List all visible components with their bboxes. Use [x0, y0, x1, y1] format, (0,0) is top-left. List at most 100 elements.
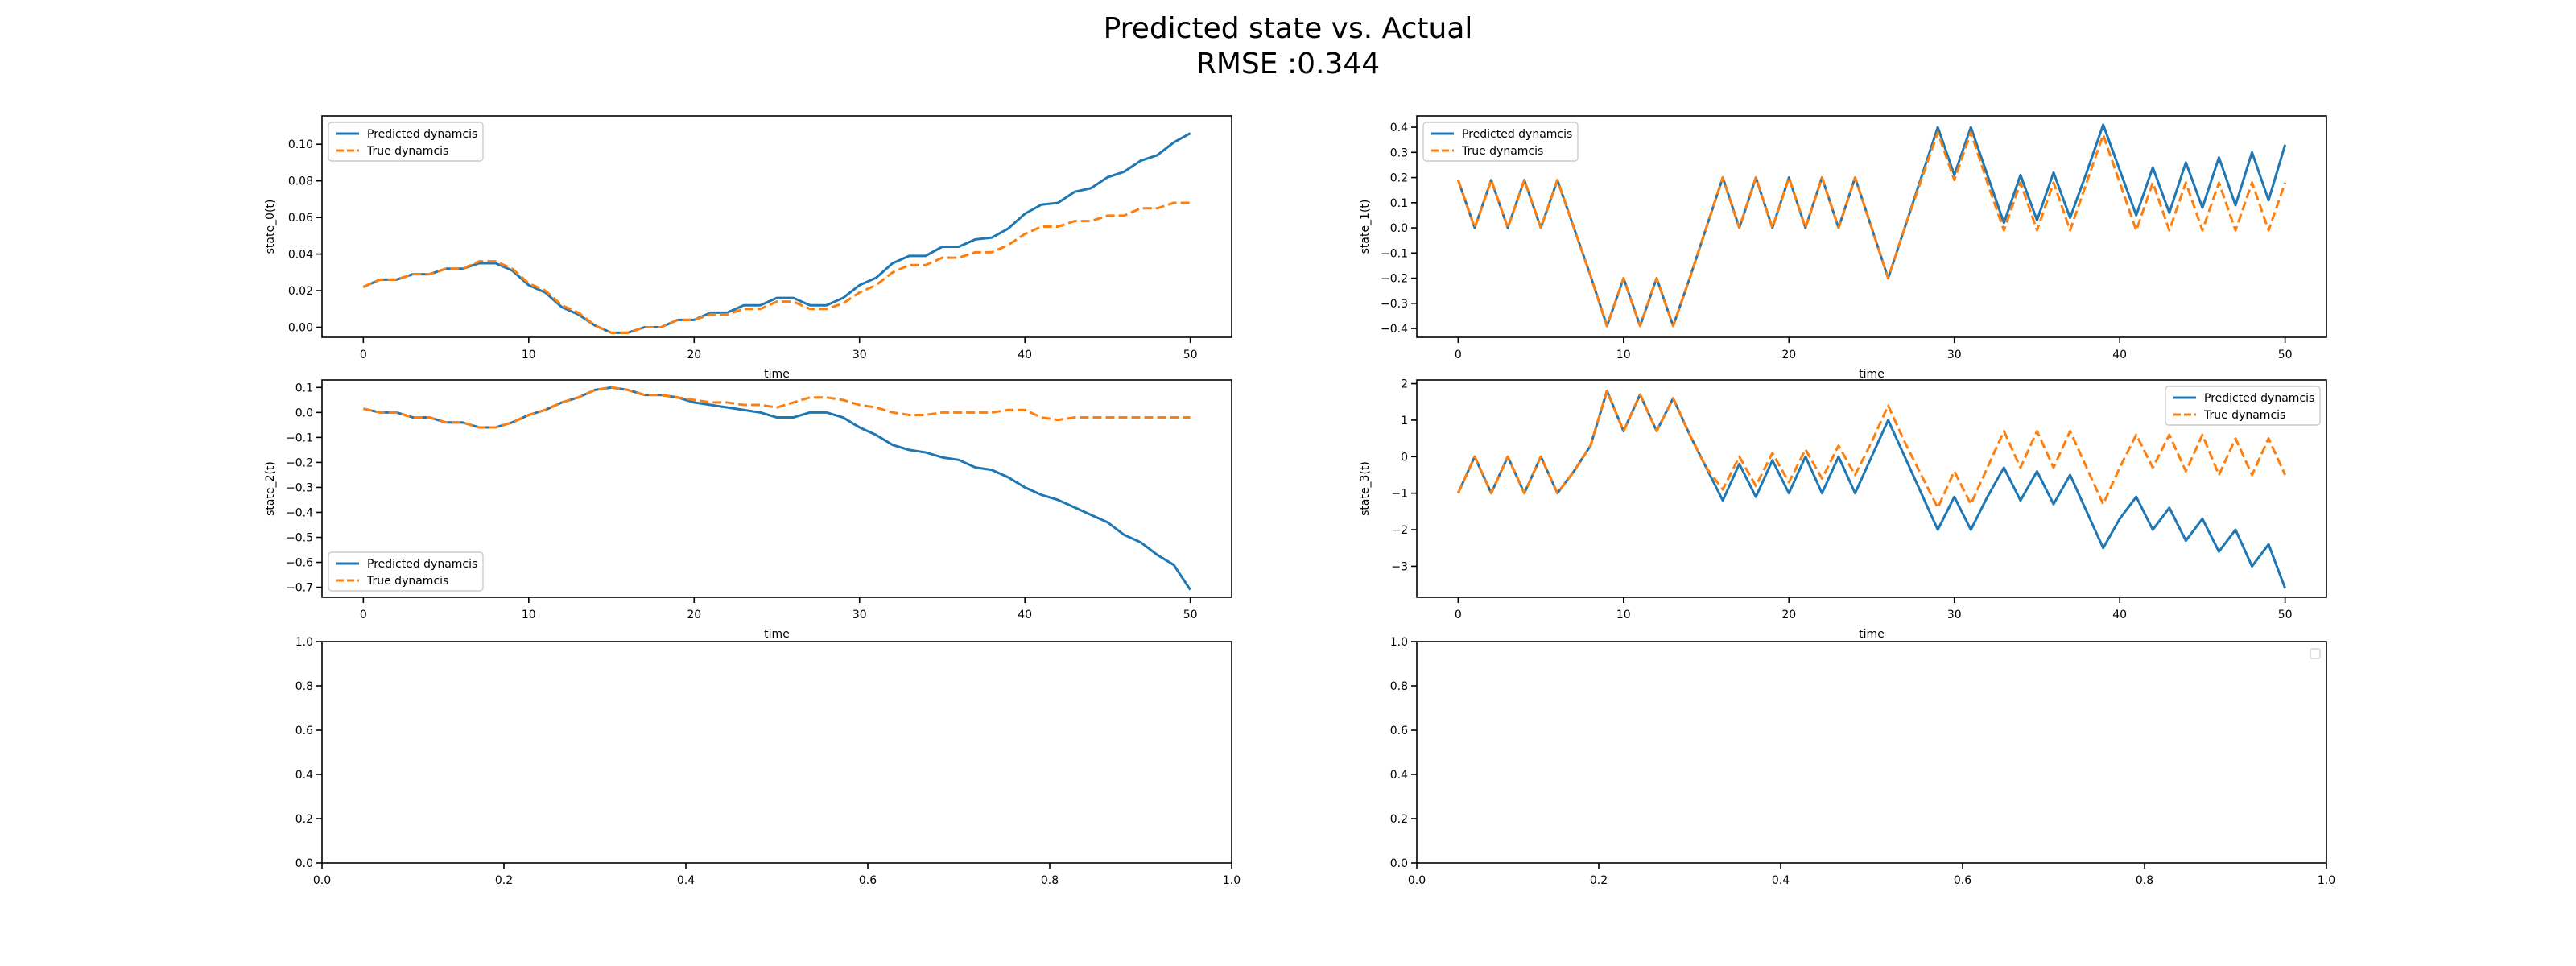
legend-label-true: True dynamcis: [2203, 409, 2285, 422]
x-tick-label: 0.0: [313, 874, 331, 887]
y-tick-label: −0.2: [286, 456, 313, 469]
x-tick-label: 10: [1616, 609, 1631, 621]
y-tick-label: 0.04: [288, 249, 313, 262]
axes-frame: [1416, 379, 2327, 598]
figure-title-line1: Predicted state vs. Actual: [1103, 12, 1473, 45]
y-tick-label: 0.8: [295, 680, 313, 693]
chart-panel-middle-right: 0 10 20 30 40 50 −3 −2 −1 0 1 2 time state_3(t) Predic…: [1359, 378, 2327, 641]
y-tick-label: 0.1: [295, 382, 313, 394]
legend-frame: [1422, 122, 1579, 162]
x-tick-label: 40: [1018, 349, 1032, 361]
x-tick-label: 0: [360, 349, 367, 361]
axes-frame: [321, 379, 1232, 598]
y-tick-label: −0.3: [1381, 298, 1408, 311]
x-tick-label: 40: [2112, 609, 2127, 621]
x-tick-label: 0.0: [1408, 874, 1426, 887]
x-axis-label: time: [764, 628, 790, 641]
y-tick-label: −0.1: [1381, 247, 1408, 260]
x-axis-label: time: [1859, 628, 1885, 641]
y-tick-label: 0.0: [1390, 222, 1408, 235]
x-tick-label: 1.0: [1223, 874, 1241, 887]
x-tick-label: 0.2: [495, 874, 513, 887]
y-tick-label: 2: [1401, 378, 1408, 391]
x-tick-label: 0: [1455, 349, 1462, 361]
y-tick-label: 1.0: [1390, 636, 1408, 649]
y-tick-label: 0.4: [1390, 769, 1408, 782]
y-tick-label: 0.00: [288, 322, 313, 335]
y-tick-label: 0.2: [1390, 172, 1408, 185]
chart-panel-top-right: 0 10 20 30 40 50 −0.4 −0.3 −0.2 −0.1 0.0 0.1 0.2 0.3 0…: [1359, 115, 2327, 381]
legend-label-true: True dynamcis: [366, 575, 448, 588]
axes-frame: [1416, 641, 2327, 864]
x-tick-label: 10: [1616, 349, 1631, 361]
x-tick-label: 0.6: [859, 874, 877, 887]
y-tick-label: −0.4: [286, 506, 313, 519]
y-tick-label: −0.3: [286, 481, 313, 494]
x-tick-label: 50: [2278, 349, 2293, 361]
legend-frame: [328, 122, 484, 162]
series-line-true: [1456, 390, 2287, 510]
legend-label-true: True dynamcis: [366, 145, 448, 158]
x-axis-label: time: [764, 368, 790, 381]
y-tick-label: 0.0: [295, 857, 313, 870]
y-tick-label: −0.7: [286, 582, 313, 595]
y-tick-label: −0.2: [1381, 273, 1408, 286]
y-tick-label: −0.6: [286, 557, 313, 570]
chart-panel-bottom-left: 0.0 0.2 0.4 0.6 0.8 1.0 0.0 0.2 0.4 0.6 0.8 1.0: [295, 636, 1241, 887]
x-tick-label: 10: [522, 349, 536, 361]
x-tick-label: 30: [852, 609, 867, 621]
y-tick-label: 0.8: [1390, 680, 1408, 693]
axes-frame: [321, 115, 1232, 338]
x-tick-label: 20: [1781, 349, 1796, 361]
legend-label-predicted: Predicted dynamcis: [367, 128, 477, 141]
y-tick-label: 0.4: [295, 769, 313, 782]
series-line-predicted: [362, 132, 1191, 334]
x-tick-label: 0.4: [677, 874, 695, 887]
y-tick-label: 0.2: [295, 813, 313, 826]
series-line-true: [362, 201, 1191, 334]
x-tick-label: 40: [2112, 349, 2127, 361]
legend: Predicted dynamcis True dynamcis: [1422, 122, 1579, 162]
y-tick-label: 0.1: [1390, 197, 1408, 210]
series-line-true: [363, 386, 1191, 429]
x-tick-label: 0.8: [1041, 874, 1059, 887]
series-line-predicted: [1456, 390, 2287, 589]
y-tick-label: 0.4: [1390, 122, 1408, 134]
x-tick-label: 0.2: [1590, 874, 1608, 887]
x-tick-label: 30: [852, 349, 867, 361]
axes-frame: [321, 641, 1232, 864]
chart-panel-middle-left: 0 10 20 30 40 50 −0.7 −0.6 −0.5 −0.4 −0.3 −0.2 −0.1 0…: [264, 379, 1232, 641]
legend: Predicted dynamcis True dynamcis: [328, 551, 484, 592]
x-tick-label: 0.8: [2136, 874, 2153, 887]
axes-frame: [1416, 115, 2327, 338]
y-tick-label: 0.6: [1390, 724, 1408, 737]
y-tick-label: −0.5: [286, 532, 313, 545]
y-axis-label: state_2(t): [264, 461, 277, 516]
figure-title-line2: RMSE :0.344: [1195, 47, 1381, 80]
legend-frame: [2165, 386, 2321, 426]
empty-legend-box: [2310, 648, 2321, 659]
y-axis-label: state_0(t): [264, 200, 277, 254]
y-tick-label: 0.3: [1390, 147, 1408, 159]
series-line-true: [1456, 130, 2287, 328]
x-tick-label: 0: [360, 609, 367, 621]
chart-panel-top-left: 0 10 20 30 40 50 0.00 0.02 0.04 0.06 0.08 0.10 time s…: [264, 115, 1232, 381]
x-tick-label: 20: [687, 609, 701, 621]
x-tick-label: 30: [1947, 609, 1962, 621]
x-tick-label: 50: [2278, 609, 2293, 621]
x-tick-label: 0.6: [1954, 874, 1971, 887]
x-tick-label: 50: [1183, 609, 1198, 621]
y-tick-label: 0.10: [288, 138, 313, 151]
legend: Predicted dynamcis True dynamcis: [328, 122, 484, 162]
y-tick-label: 0.06: [288, 212, 313, 225]
x-tick-label: 0.4: [1772, 874, 1790, 887]
x-tick-label: 30: [1947, 349, 1962, 361]
y-tick-label: 0.0: [1390, 857, 1408, 870]
y-tick-label: −2: [1391, 524, 1408, 537]
y-tick-label: 0.2: [1390, 813, 1408, 826]
x-tick-label: 50: [1183, 349, 1198, 361]
y-tick-label: 0.08: [288, 175, 313, 188]
y-tick-label: −3: [1391, 560, 1408, 573]
x-tick-label: 20: [687, 349, 701, 361]
